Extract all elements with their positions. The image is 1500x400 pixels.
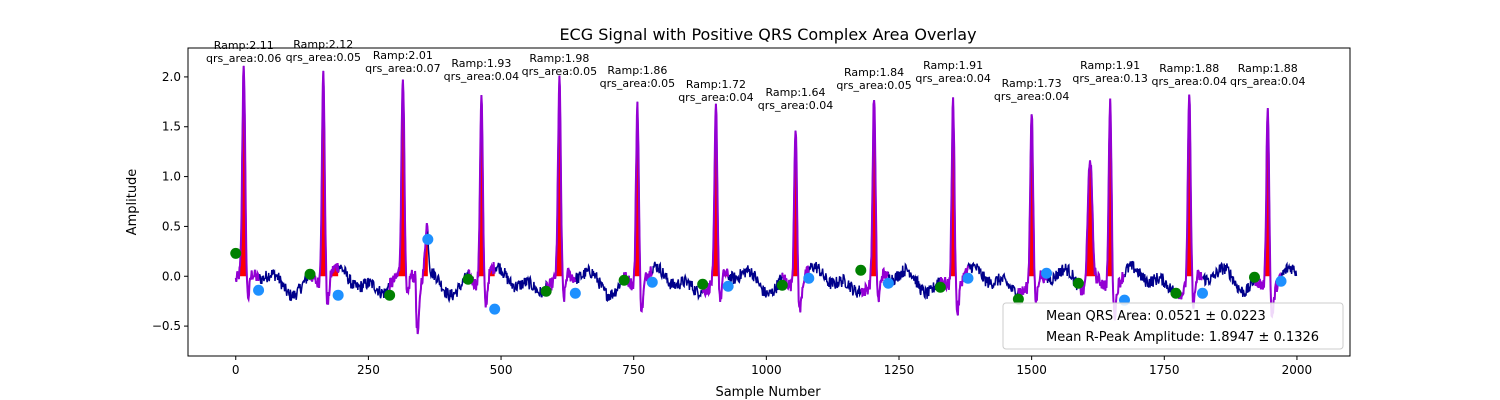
qrs-offset-marker-6 — [646, 276, 658, 288]
qrs-area-fill-4 — [468, 95, 495, 277]
x-tick-label-0: 0 — [232, 363, 240, 377]
ramp-label-7: Ramp:1.72 — [686, 78, 746, 91]
y-tick-label-3: 1.0 — [162, 170, 181, 184]
legend-entry-mean-qrs-area: Mean QRS Area: 0.0521 ± 0.0223 — [1046, 309, 1266, 324]
qrs-area-label-12: qrs_area:0.13 — [1072, 72, 1147, 85]
ramp-label-8: Ramp:1.64 — [766, 86, 826, 99]
qrs-segment-12 — [1077, 98, 1126, 321]
y-tick-label-5: 2.0 — [162, 70, 181, 84]
qrs-onset-marker-9 — [855, 264, 867, 276]
qrs-offset-marker-10 — [962, 272, 974, 284]
qrs-offset-marker-11 — [1041, 267, 1053, 279]
qrs-area-fill-12 — [1078, 98, 1125, 277]
qrs-onset-marker-14 — [1248, 271, 1260, 283]
qrs-offset-marker-5 — [569, 287, 581, 299]
qrs-area-label-5: qrs_area:0.05 — [522, 65, 597, 78]
qrs-area-label-14: qrs_area:0.04 — [1230, 75, 1305, 88]
qrs-area-label-8: qrs_area:0.04 — [758, 99, 833, 112]
ramp-label-3: Ramp:2.01 — [373, 49, 433, 62]
qrs-onset-marker-4 — [462, 273, 474, 285]
qrs-area-label-11: qrs_area:0.04 — [994, 90, 1069, 103]
ramp-label-5: Ramp:1.98 — [529, 52, 589, 65]
qrs-onset-marker-13 — [1170, 287, 1182, 299]
qrs-offset-marker-4 — [489, 303, 501, 315]
qrs-area-label-4: qrs_area:0.04 — [444, 70, 519, 83]
ramp-label-12: Ramp:1.91 — [1080, 59, 1140, 72]
y-tick-label-2: 0.5 — [162, 219, 181, 233]
qrs-onset-marker-1 — [230, 247, 242, 259]
axes: 0 250 500 750 1000 1250 1500 1750 2000 −0.5 0.0 0.5… — [152, 47, 1351, 377]
chart-title: ECG Signal with Positive QRS Complex Are… — [559, 25, 976, 44]
qrs-onset-marker-7 — [697, 278, 709, 290]
qrs-onset-marker-8 — [776, 279, 788, 291]
qrs-area-label-2: qrs_area:0.05 — [286, 51, 361, 64]
x-tick-label-1500: 1500 — [1016, 363, 1047, 377]
qrs-offset-marker-2 — [332, 289, 344, 301]
qrs-area-label-13: qrs_area:0.04 — [1151, 75, 1226, 88]
x-tick-label-1000: 1000 — [751, 363, 782, 377]
qrs-onset-marker-3 — [384, 289, 396, 301]
x-tick-label-500: 500 — [490, 363, 513, 377]
y-tick-label-1: 0.0 — [162, 269, 181, 283]
x-tick-label-750: 750 — [622, 363, 645, 377]
y-tick-label-4: 1.5 — [162, 120, 181, 134]
qrs-offset-marker-7 — [722, 280, 734, 292]
x-tick-label-1250: 1250 — [884, 363, 915, 377]
qrs-onset-marker-6 — [618, 274, 630, 286]
ramp-label-14: Ramp:1.88 — [1238, 62, 1298, 75]
qrs-area-fill-9 — [860, 100, 889, 277]
y-tick-label-0: −0.5 — [152, 319, 181, 333]
qrs-onset-marker-12 — [1072, 277, 1084, 289]
qrs-offset-marker-13 — [1196, 287, 1208, 299]
qrs-area-label-10: qrs_area:0.04 — [915, 72, 990, 85]
qrs-area-fill-7 — [702, 103, 729, 277]
qrs-offset-marker-3 — [422, 233, 434, 245]
x-axis-label: Sample Number — [715, 385, 821, 400]
ramp-label-11: Ramp:1.73 — [1002, 77, 1062, 90]
qrs-segment-7 — [701, 103, 730, 302]
x-tick-label-1750: 1750 — [1149, 363, 1180, 377]
qrs-area-fill-8 — [782, 130, 809, 277]
ramp-label-4: Ramp:1.93 — [451, 57, 511, 70]
qrs-offset-marker-14 — [1275, 275, 1287, 287]
axes-frame — [187, 47, 1351, 357]
ramp-label-10: Ramp:1.91 — [923, 59, 983, 72]
qrs-onset-marker-2 — [304, 268, 316, 280]
legend-box — [1002, 302, 1344, 350]
qrs-segment-1 — [234, 65, 260, 303]
y-axis-label: Amplitude — [125, 169, 140, 236]
x-tick-label-250: 250 — [357, 363, 380, 377]
legend: Mean QRS Area: 0.0521 ± 0.0223 Mean R-Pe… — [1002, 302, 1344, 350]
ramp-label-13: Ramp:1.88 — [1159, 62, 1219, 75]
qrs-segment-9 — [860, 100, 890, 303]
qrs-onset-marker-5 — [540, 285, 552, 297]
beat-annotations: Ramp:2.11qrs_area:0.06Ramp:2.12qrs_area:… — [206, 38, 1306, 112]
qrs-onset-marker-10 — [934, 281, 946, 293]
qrs-segment-3 — [388, 79, 429, 335]
qrs-offset-marker-1 — [253, 284, 265, 296]
qrs-area-label-3: qrs_area:0.07 — [365, 62, 440, 75]
legend-entry-mean-r-peak: Mean R-Peak Amplitude: 1.8947 ± 0.1326 — [1046, 330, 1319, 345]
qrs-area-label-6: qrs_area:0.05 — [600, 77, 675, 90]
qrs-area-fill-14 — [1254, 108, 1282, 277]
qrs-area-label-7: qrs_area:0.04 — [678, 91, 753, 104]
ramp-label-6: Ramp:1.86 — [607, 64, 667, 77]
qrs-offset-marker-8 — [803, 272, 815, 284]
qrs-area-label-1: qrs_area:0.06 — [206, 52, 281, 65]
ramp-label-9: Ramp:1.84 — [844, 66, 904, 79]
x-tick-label-2000: 2000 — [1282, 363, 1313, 377]
qrs-segment-14 — [1253, 108, 1282, 319]
plot-area — [230, 65, 1298, 335]
qrs-onset-marker-11 — [1012, 293, 1024, 305]
qrs-area-fill-13 — [1175, 94, 1203, 277]
ramp-label-1: Ramp:2.11 — [214, 39, 274, 52]
qrs-offset-marker-9 — [882, 277, 894, 289]
qrs-segment-5 — [545, 75, 577, 302]
qrs-area-label-9: qrs_area:0.05 — [836, 79, 911, 92]
ramp-label-2: Ramp:2.12 — [293, 38, 353, 51]
